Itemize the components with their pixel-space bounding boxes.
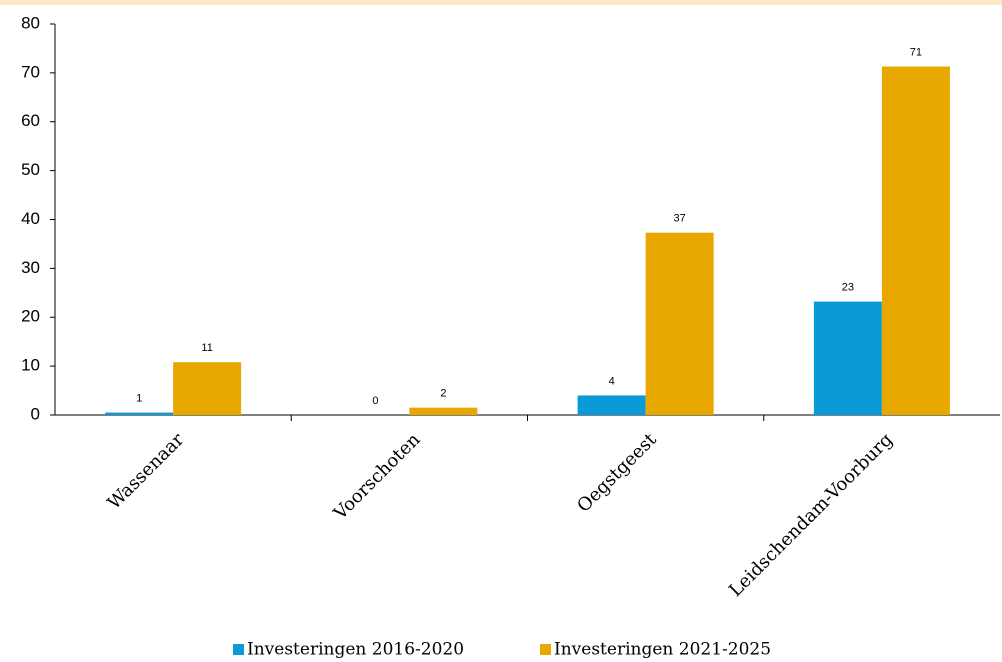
bar xyxy=(645,232,714,415)
y-tick-label: 60 xyxy=(21,111,40,130)
y-tick-label: 80 xyxy=(21,13,40,32)
y-tick-label: 40 xyxy=(21,209,40,228)
y-tick-label: 70 xyxy=(21,62,40,81)
value-label: 0 xyxy=(372,395,378,407)
bar xyxy=(577,395,646,415)
value-label: 71 xyxy=(910,46,922,58)
bar xyxy=(173,362,242,415)
bar xyxy=(813,301,882,415)
x-tick-label: Wassenaar xyxy=(104,429,189,514)
bar xyxy=(409,407,478,415)
legend-swatch xyxy=(233,644,244,655)
value-label: 11 xyxy=(201,342,212,354)
value-label: 4 xyxy=(609,375,615,387)
x-tick-label: Leidschendam-Voorburg xyxy=(725,429,897,601)
legend-swatch xyxy=(540,644,551,655)
value-label: 37 xyxy=(674,213,686,225)
y-tick-label: 0 xyxy=(31,404,40,423)
legend-label: Investeringen 2021-2025 xyxy=(554,640,771,660)
y-tick-label: 50 xyxy=(21,160,40,179)
top-strip xyxy=(0,0,1002,5)
value-label: 23 xyxy=(842,282,854,294)
value-label: 2 xyxy=(440,388,446,400)
y-tick-label: 30 xyxy=(21,258,40,277)
x-tick-label: Oegstgeest xyxy=(573,429,661,517)
bar xyxy=(105,412,174,415)
value-label: 1 xyxy=(136,392,142,404)
y-tick-label: 20 xyxy=(21,307,40,326)
legend-label: Investeringen 2016-2020 xyxy=(247,640,464,660)
x-tick-label: Voorschoten xyxy=(329,429,425,525)
y-tick-label: 10 xyxy=(21,356,40,375)
bar xyxy=(881,66,950,416)
